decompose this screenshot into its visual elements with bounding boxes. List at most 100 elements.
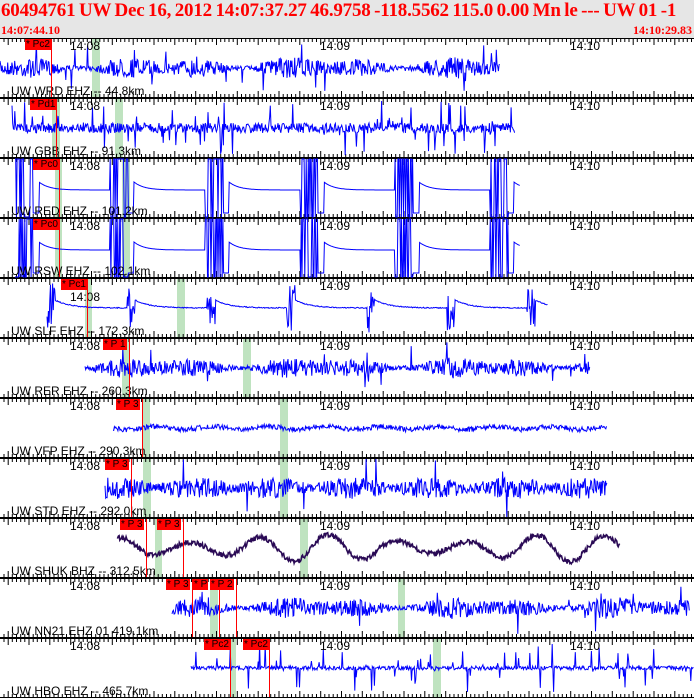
channel-panel[interactable]: 14:08 14:09 14:10 UW HBO EHZ -- 465.7km * Pc… xyxy=(0,638,694,698)
time-axis xyxy=(0,578,694,638)
trace-plot[interactable] xyxy=(0,218,694,278)
channel-label: UW STD EHZ -- 292.0km xyxy=(11,504,147,518)
channel-panel[interactable]: 14:08 14:09 14:10 UW STD EHZ -- 292.0km * P … xyxy=(0,458,694,518)
time-axis xyxy=(0,338,694,398)
phase-pick-line[interactable] xyxy=(146,519,147,577)
phase-pick-line[interactable] xyxy=(129,339,130,397)
phase-pick-line[interactable] xyxy=(59,219,60,277)
trace-plot[interactable] xyxy=(0,578,694,638)
time-label: 14:08 xyxy=(70,219,101,233)
time-label: 14:09 xyxy=(320,579,351,593)
phase-pick-flag[interactable]: * P 3 xyxy=(120,519,144,530)
phase-pick-line[interactable] xyxy=(192,579,193,637)
channel-panel[interactable]: 14:08 14:09 14:10 UW RSW EHZ -- 102.1km * Pc… xyxy=(0,218,694,278)
time-axis xyxy=(0,458,694,518)
phase-pick-flag[interactable]: * P xyxy=(193,579,209,590)
phase-pick-line[interactable] xyxy=(131,459,132,517)
channel-panel[interactable]: 14:08 14:09 14:10 UW VFP EHZ -- 290.3km * P … xyxy=(0,398,694,458)
channel-panel[interactable]: 14:08 14:09 14:10 UW RER EHZ -- 260.3km * P … xyxy=(0,338,694,398)
time-label: 14:09 xyxy=(320,159,351,173)
phase-pick-line[interactable] xyxy=(87,279,88,337)
phase-pick-flag[interactable]: * P 2 xyxy=(210,579,234,590)
trace-plot[interactable] xyxy=(0,158,694,218)
channel-panel[interactable]: 14:08 14:09 14:10 UW NN21 EHZ 01 419.1km * P… xyxy=(0,578,694,638)
phase-pick-flag[interactable]: * Pc0 xyxy=(33,219,59,230)
channel-panel[interactable]: 14:08 14:09 14:10 UW RED EHZ -- 101.2km * Pc… xyxy=(0,158,694,218)
phase-pick-flag[interactable]: * P 3 xyxy=(116,399,140,410)
waveform xyxy=(15,218,520,278)
time-axis xyxy=(0,98,694,158)
time-axis xyxy=(0,638,694,698)
window-start-time: 14:07:44.10 xyxy=(1,23,60,37)
phase-pick-line[interactable] xyxy=(56,99,57,157)
phase-pick-flag[interactable]: * P 1 xyxy=(103,339,127,350)
channel-label: UW RER EHZ -- 260.3km xyxy=(11,384,148,398)
time-label: 14:08 xyxy=(70,519,101,533)
phase-pick-flag[interactable]: * Pc2 xyxy=(243,639,269,650)
waveform xyxy=(171,586,690,634)
time-label: 14:08 xyxy=(70,99,101,113)
phase-pick-line[interactable] xyxy=(183,519,184,577)
channel-label: UW RSW EHZ -- 102.1km xyxy=(11,264,151,278)
time-axis xyxy=(0,278,694,338)
event-header: 60494761 UW Dec 16, 2012 14:07:37.27 46.… xyxy=(0,0,694,38)
waveform xyxy=(46,283,548,333)
time-label: 14:08 xyxy=(70,399,101,413)
trace-plot[interactable] xyxy=(0,338,694,398)
waveform xyxy=(84,342,591,388)
phase-pick-flag[interactable]: * Pc0 xyxy=(33,159,59,170)
phase-pick-line[interactable] xyxy=(59,159,60,217)
time-label: 14:09 xyxy=(320,459,351,473)
phase-pick-line[interactable] xyxy=(142,399,143,457)
trace-plot[interactable] xyxy=(0,638,694,698)
channel-panel[interactable]: 14:08 14:09 14:10 UW SHUK BHZ -- 312.5km * P… xyxy=(0,518,694,578)
phase-window xyxy=(55,218,62,278)
phase-window xyxy=(85,278,92,338)
time-label: 14:09 xyxy=(320,219,351,233)
phase-pick-line[interactable] xyxy=(269,639,270,697)
time-label: 14:09 xyxy=(320,639,351,653)
phase-window xyxy=(230,638,236,698)
time-label: 14:10 xyxy=(570,219,601,233)
waveform xyxy=(104,458,608,518)
waveform xyxy=(190,643,694,692)
phase-pick-line[interactable] xyxy=(236,579,237,637)
window-end-time: 14:10:29.83 xyxy=(633,23,692,37)
trace-plot[interactable] xyxy=(0,278,694,338)
waveform xyxy=(112,422,607,434)
trace-plot[interactable] xyxy=(0,38,694,98)
phase-pick-flag[interactable]: * P 3 xyxy=(157,519,181,530)
seismogram-panels: 14:08 14:09 14:10 UW WRD EHZ -- 44.8km * Pc2… xyxy=(0,38,694,698)
trace-plot[interactable] xyxy=(0,458,694,518)
time-axis xyxy=(0,38,694,98)
waveform xyxy=(0,42,500,91)
time-label: 14:10 xyxy=(570,639,601,653)
time-label: 14:10 xyxy=(570,579,601,593)
time-label: 14:09 xyxy=(320,399,351,413)
time-label: 14:09 xyxy=(320,39,351,53)
phase-pick-line[interactable] xyxy=(230,639,231,697)
phase-window xyxy=(300,518,308,578)
phase-pick-flag[interactable]: * Pd1 xyxy=(30,99,57,110)
phase-pick-line[interactable] xyxy=(51,39,52,97)
trace-plot[interactable] xyxy=(0,398,694,458)
channel-label: UW RED EHZ -- 101.2km xyxy=(11,204,148,218)
phase-window xyxy=(122,218,130,278)
phase-pick-flag[interactable]: * P 3 xyxy=(105,459,129,470)
phase-pick-flag[interactable]: * Pc1 xyxy=(61,279,87,290)
time-label: 14:10 xyxy=(570,279,601,293)
phase-pick-flag[interactable]: * Pc2 xyxy=(25,39,51,50)
phase-window xyxy=(155,518,162,578)
channel-label: UW HBO EHZ -- 465.7km xyxy=(11,684,149,698)
trace-plot[interactable] xyxy=(0,518,694,578)
time-label: 14:08 xyxy=(70,39,101,53)
time-label: 14:10 xyxy=(570,519,601,533)
channel-panel[interactable]: 14:08 14:09 14:10 UW GBB EHZ -- 91.3km * Pd1 xyxy=(0,98,694,158)
channel-panel[interactable]: 14:08 14:09 14:10 UW WRD EHZ -- 44.8km * Pc2 xyxy=(0,38,694,98)
phase-pick-line[interactable] xyxy=(219,579,220,637)
channel-panel[interactable]: 14:08 14:09 14:10 UW SLF EHZ -- 172.3km * Pc… xyxy=(0,278,694,338)
phase-pick-flag[interactable]: * Pc2 xyxy=(204,639,230,650)
phase-pick-flag[interactable]: * P 3 xyxy=(166,579,190,590)
time-label: 14:10 xyxy=(570,399,601,413)
time-label: 14:08 xyxy=(70,639,101,653)
